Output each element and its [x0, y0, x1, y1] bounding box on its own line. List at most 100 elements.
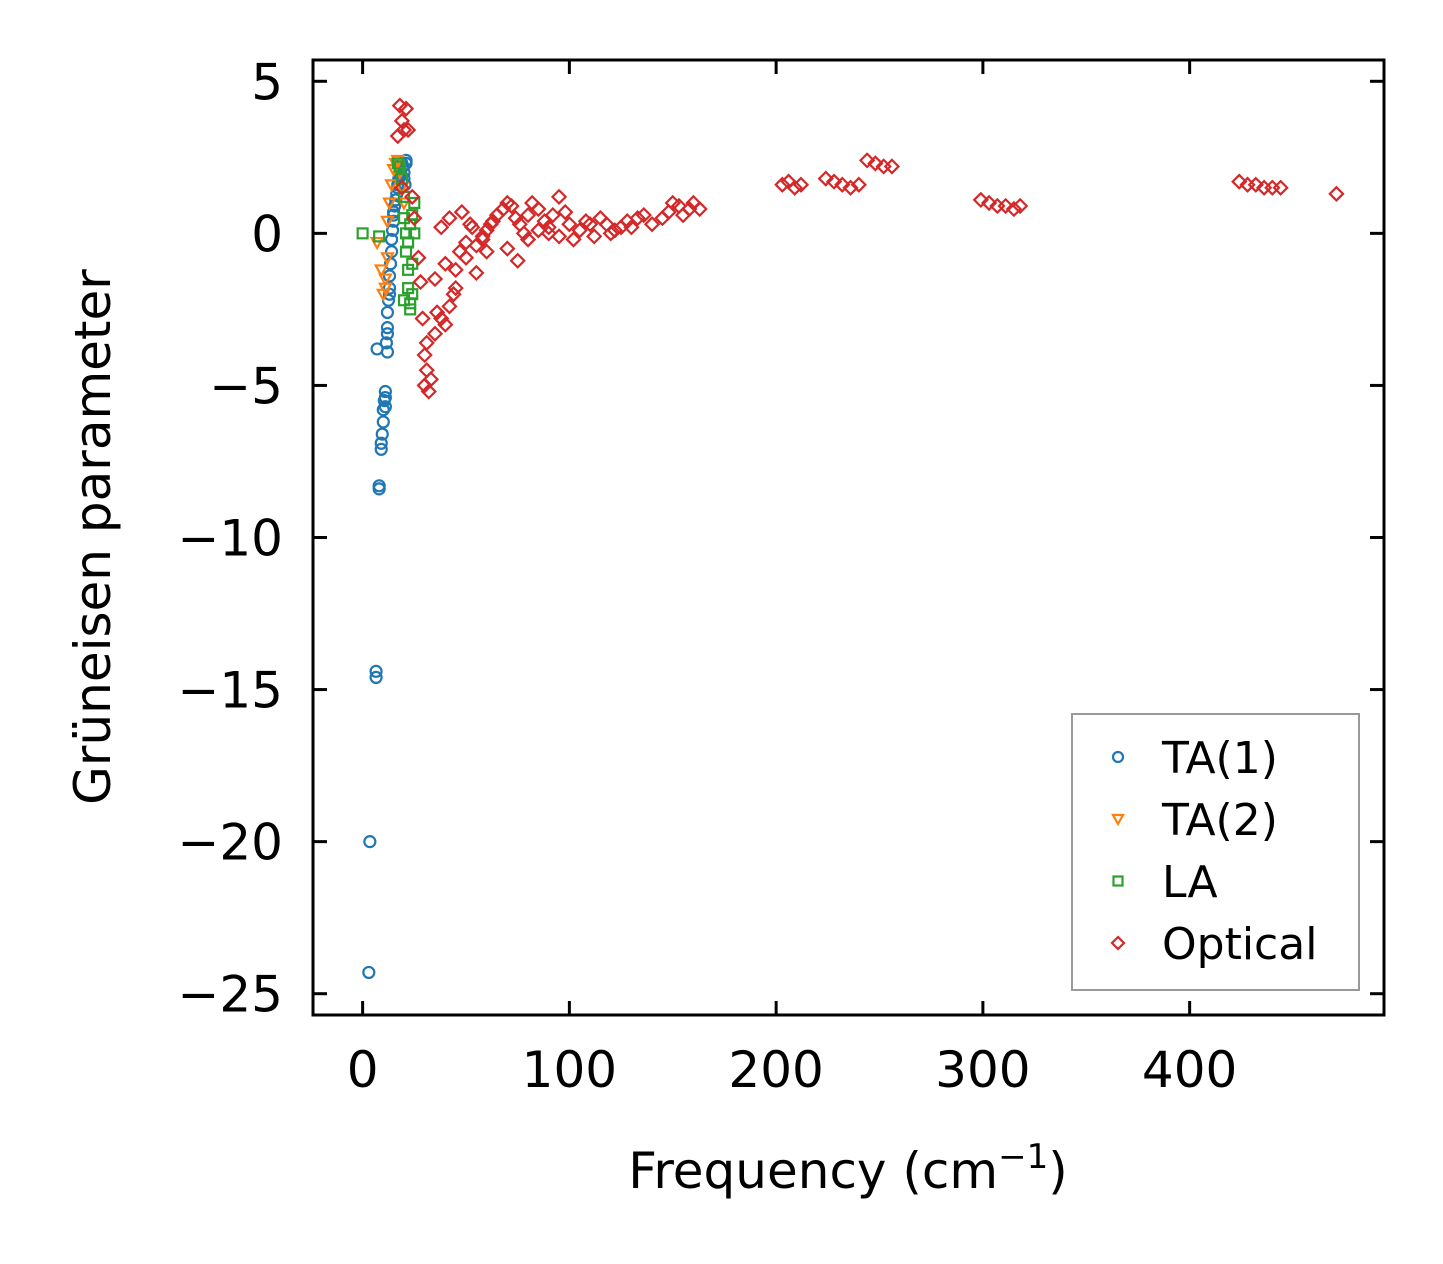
data-point: [544, 206, 561, 224]
data-point: [972, 191, 989, 209]
data-point: [416, 346, 433, 364]
data-point: [842, 179, 859, 196]
legend-marker: [1111, 750, 1125, 764]
data-point: [980, 194, 998, 212]
data-point: [399, 121, 417, 139]
data-point: [557, 203, 574, 221]
y-tick-label: −5: [209, 357, 283, 415]
data-point: [380, 215, 395, 229]
data-point: [602, 225, 619, 242]
data-point: [386, 223, 400, 237]
legend: TA(1) TA(2) LA Optical: [1071, 713, 1360, 991]
data-point: [375, 427, 389, 441]
data-point: [380, 252, 395, 266]
data-point: [437, 255, 454, 272]
legend-label: LA: [1162, 857, 1218, 908]
x-tick-label: 100: [522, 1041, 617, 1099]
data-point: [374, 442, 388, 456]
data-point: [509, 252, 526, 269]
x-tick-label: 300: [935, 1041, 1030, 1099]
data-point: [540, 219, 557, 236]
y-tick-label: 0: [251, 205, 283, 263]
data-point: [571, 222, 588, 239]
data-point: [382, 197, 397, 211]
legend-box: [1071, 713, 1360, 991]
data-point: [1247, 176, 1264, 193]
data-point: [426, 325, 444, 342]
data-point: [817, 170, 834, 187]
data-point: [519, 206, 537, 224]
data-point: [691, 200, 708, 218]
data-point: [464, 219, 481, 236]
data-point: [406, 288, 419, 301]
legend-label: TA(1): [1161, 733, 1278, 784]
data-point: [426, 270, 444, 288]
y-tick-label: −20: [177, 814, 283, 872]
x-tick-label: 0: [347, 1041, 379, 1099]
data-point: [414, 310, 431, 327]
data-point: [507, 209, 524, 227]
data-point: [378, 390, 392, 405]
data-point: [606, 222, 624, 239]
data-point: [457, 234, 475, 251]
data-point: [373, 264, 389, 278]
data-point: [858, 152, 876, 169]
data-point: [503, 197, 520, 215]
data-point: [379, 336, 393, 350]
series-optical: [389, 97, 1345, 400]
data-point: [372, 479, 386, 493]
data-point: [586, 228, 603, 245]
data-point: [1231, 173, 1248, 190]
data-point: [391, 157, 404, 170]
data-point: [550, 188, 568, 206]
data-point: [380, 321, 395, 335]
data-point: [410, 249, 427, 266]
data-point: [774, 176, 791, 193]
y-tick-label: −10: [177, 510, 283, 568]
data-point: [834, 176, 851, 193]
data-point: [382, 269, 397, 283]
data-point: [376, 415, 390, 429]
data-point: [786, 179, 803, 196]
data-point: [1005, 200, 1023, 218]
x-axis-label: Frequency (cm−1): [628, 1137, 1068, 1200]
data-point: [447, 279, 464, 297]
x-tick-label: 200: [728, 1041, 823, 1099]
data-point: [468, 264, 485, 282]
data-point: [1328, 185, 1345, 202]
data-point: [474, 228, 491, 245]
data-point: [404, 188, 421, 206]
data-point: [356, 227, 369, 240]
legend-label: TA(2): [1161, 795, 1278, 846]
data-point: [447, 261, 464, 279]
data-point: [389, 193, 403, 207]
data-point: [997, 197, 1014, 215]
data-point: [384, 179, 399, 193]
data-point: [519, 231, 537, 248]
data-point: [412, 273, 429, 291]
data-point: [550, 228, 568, 245]
data-point: [374, 436, 388, 450]
data-point: [402, 236, 415, 249]
data-point: [420, 383, 437, 400]
data-point: [441, 209, 458, 227]
data-point: [453, 203, 471, 221]
data-point: [384, 232, 399, 247]
data-point: [643, 216, 661, 233]
data-point: [416, 377, 433, 394]
data-point: [530, 222, 547, 239]
data-point: [499, 240, 516, 257]
data-point: [369, 670, 383, 685]
data-point: [478, 222, 495, 239]
data-layer: [356, 97, 1345, 980]
data-point: [393, 112, 411, 129]
data-point: [375, 288, 391, 302]
data-point: [792, 176, 810, 193]
legend-marker: [1110, 935, 1126, 951]
data-point: [404, 303, 417, 316]
data-point: [561, 216, 578, 233]
data-point: [380, 305, 395, 320]
data-point: [362, 965, 376, 980]
data-point: [373, 230, 386, 243]
